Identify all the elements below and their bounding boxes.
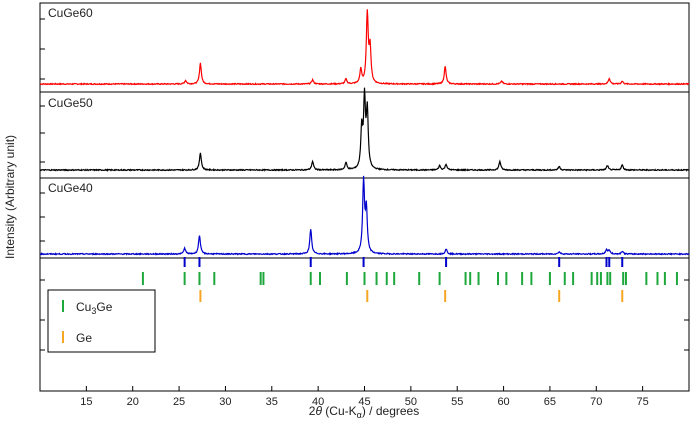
panel-frame-cuge60	[39, 2, 690, 93]
cuge40-reflection-markers	[183, 257, 624, 267]
x-tick-label: 40	[312, 396, 324, 408]
y-axis-label: Intensity (Arbitrary unit)	[3, 135, 17, 259]
series-line-cuge40	[39, 175, 690, 256]
panel-label-cuge60: CuGe60	[48, 6, 93, 20]
panel-label-cuge50: CuGe50	[48, 96, 93, 110]
x-tick-label: 75	[637, 396, 649, 408]
panel-label-cuge40: CuGe40	[48, 181, 93, 195]
x-tick-label: 20	[127, 396, 139, 408]
x-tick-label: 55	[451, 396, 463, 408]
x-axis-label: 2θ (Cu-Kα) / degrees	[309, 404, 419, 420]
cu3ge-reference-ticks	[141, 272, 678, 285]
series-line-cuge50	[39, 87, 690, 172]
x-tick-label: 30	[219, 396, 231, 408]
x-axis: 15 20 25 30 35 40 45 50 55 60 65 70 75	[80, 386, 649, 408]
ge-reference-ticks	[199, 290, 624, 302]
legend: Cu3Ge Ge	[47, 289, 156, 353]
panel-frame-cuge50	[39, 91, 690, 179]
legend-box	[47, 289, 156, 353]
series-line-cuge60	[39, 9, 690, 86]
legend-label-cu3ge: Cu3Ge	[76, 300, 113, 316]
x-tick-label: 70	[590, 396, 602, 408]
x-tick-label: 35	[266, 396, 278, 408]
y-ticks	[40, 18, 689, 351]
x-tick-label: 15	[80, 396, 92, 408]
legend-label-ge: Ge	[76, 331, 92, 345]
x-tick-label: 50	[405, 396, 417, 408]
x-tick-label: 60	[497, 396, 509, 408]
x-tick-label: 25	[173, 396, 185, 408]
x-tick-label: 65	[544, 396, 556, 408]
x-tick-label: 45	[358, 396, 370, 408]
